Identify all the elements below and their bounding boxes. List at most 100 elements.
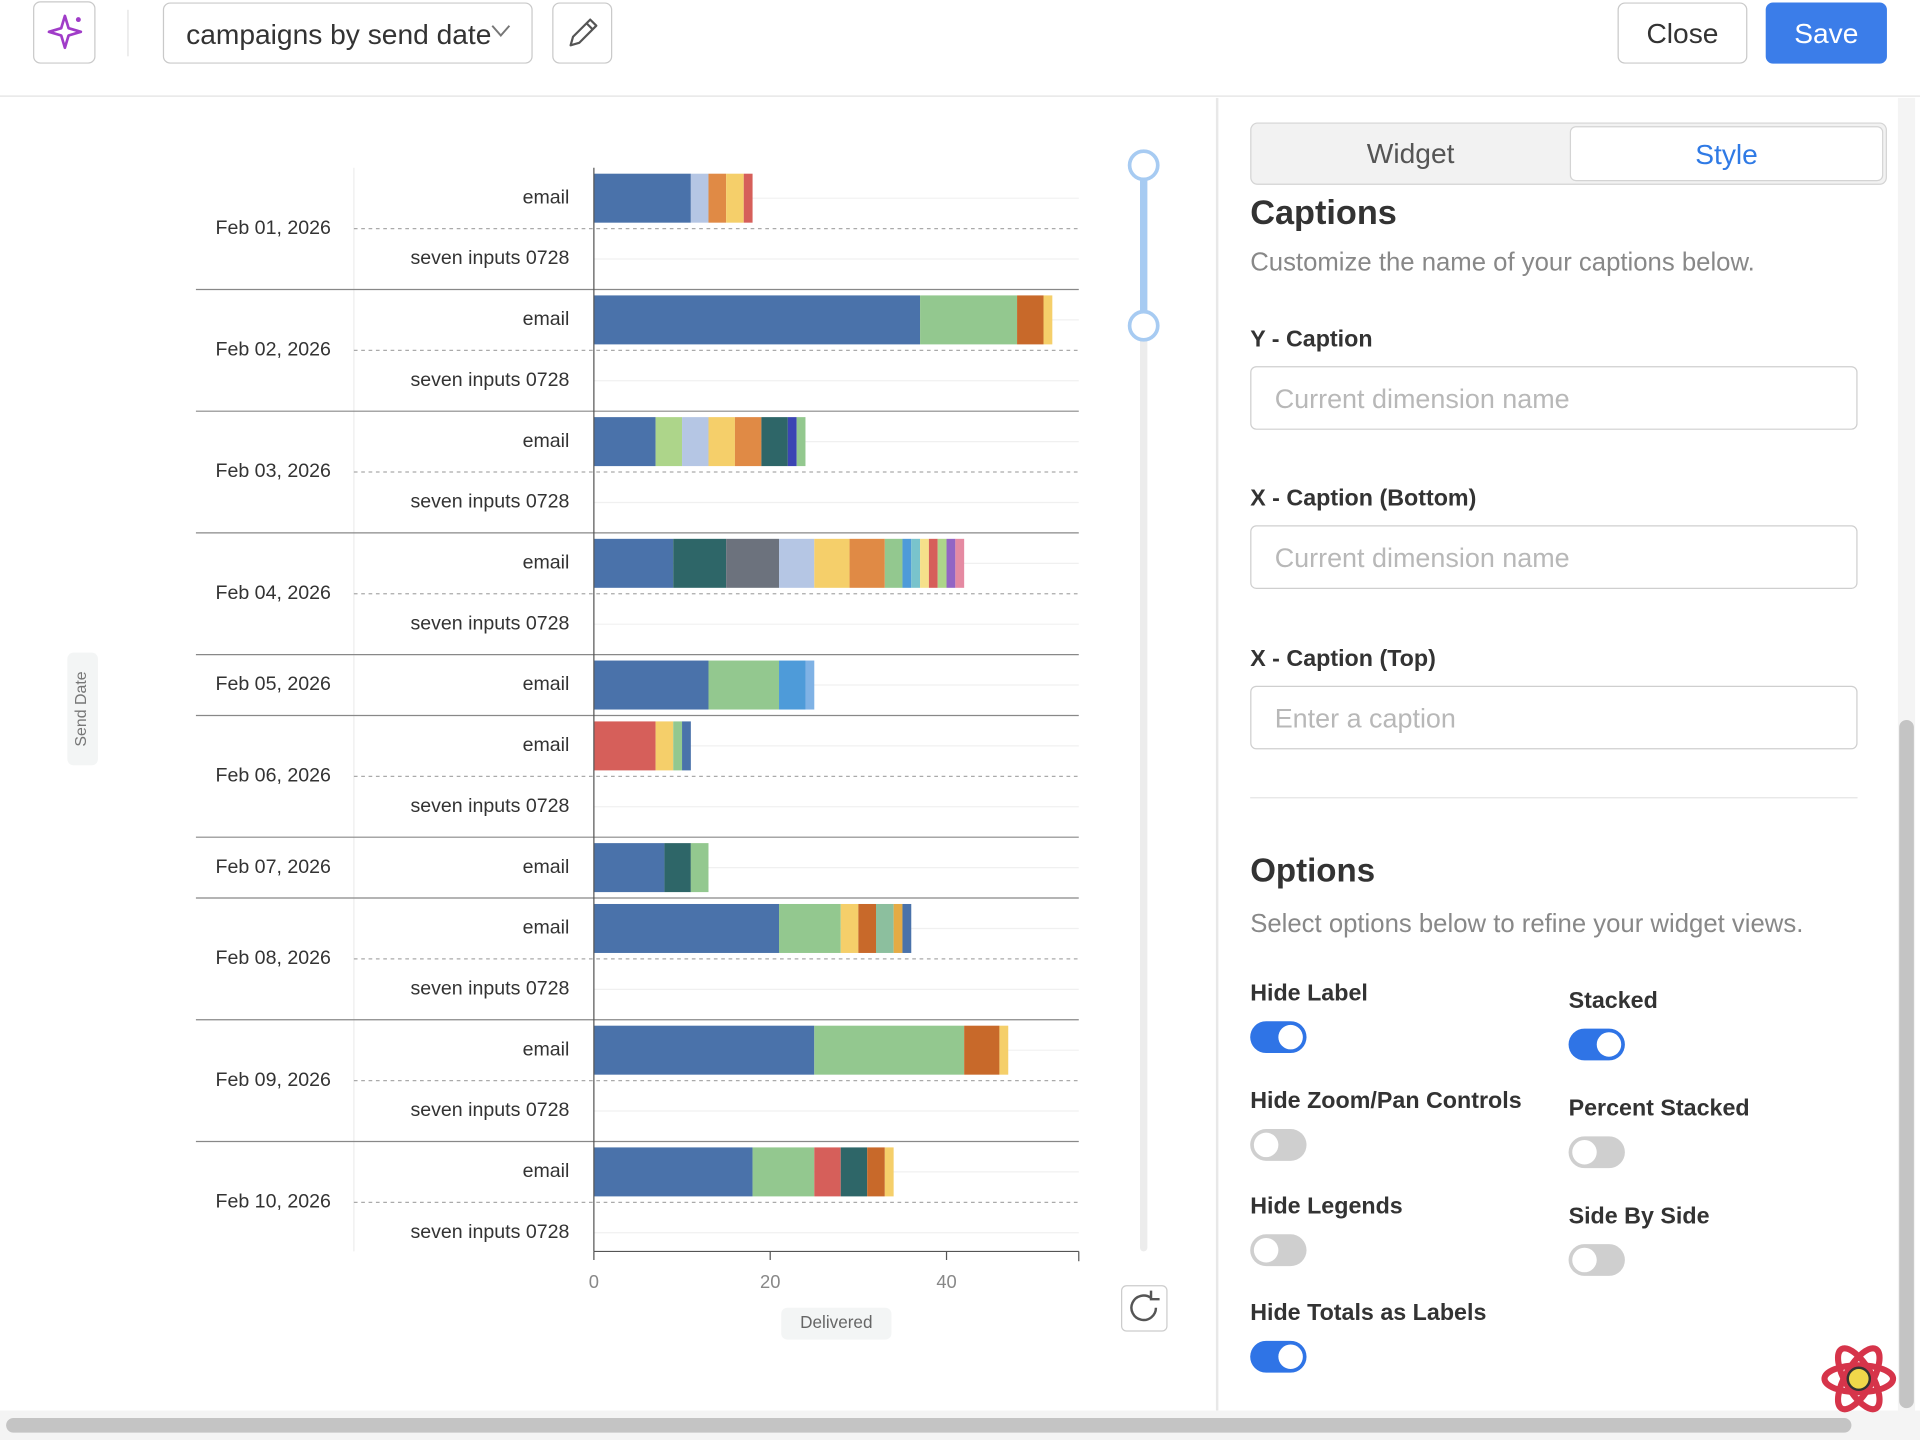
bar-segment <box>787 417 797 467</box>
bar-segment <box>779 660 806 710</box>
bar-segment <box>655 417 683 467</box>
group-label: Feb 07, 2026 <box>216 856 331 878</box>
toggle[interactable] <box>1250 1021 1307 1054</box>
bar-segment <box>840 1147 868 1197</box>
y-axis-label: Send Date <box>73 671 90 746</box>
bar-segment <box>593 903 780 953</box>
toggle[interactable] <box>1568 1244 1625 1276</box>
bar-segment <box>708 173 727 223</box>
row-label: seven inputs 0728 <box>410 247 569 269</box>
toggle-label: Stacked <box>1568 988 1658 1014</box>
row-label: email <box>523 1160 570 1182</box>
h-scrollbar <box>0 1410 1920 1440</box>
toggle-knob <box>1278 1344 1303 1369</box>
close-button[interactable]: Close <box>1617 2 1748 64</box>
group-label: Feb 02, 2026 <box>216 338 331 360</box>
field-label: X - Caption (Top) <box>1250 646 1436 673</box>
ai-button[interactable] <box>33 1 96 64</box>
sparkle-icon <box>47 14 83 50</box>
bar-segment <box>902 903 912 953</box>
bar-segment <box>708 417 735 467</box>
bar-segment <box>911 538 921 588</box>
bar-segment <box>884 538 903 588</box>
field-label: X - Caption (Bottom) <box>1250 486 1477 512</box>
bar-segment <box>884 1147 894 1197</box>
bar-segment <box>814 538 850 588</box>
zoom-handle[interactable] <box>1127 149 1160 182</box>
bar-segment <box>849 538 885 588</box>
group-label: Feb 06, 2026 <box>216 764 331 786</box>
group-label: Feb 08, 2026 <box>216 947 331 969</box>
group-label: Feb 05, 2026 <box>216 673 331 695</box>
bar-segment <box>593 1025 815 1075</box>
y-label-bg <box>67 652 98 766</box>
tab[interactable]: Style <box>1569 126 1884 182</box>
toggle[interactable] <box>1250 1340 1307 1373</box>
reset-zoom[interactable] <box>1121 1285 1168 1332</box>
row-label: email <box>523 186 570 208</box>
bar-segment <box>920 538 929 588</box>
bar-segment <box>593 721 656 771</box>
x-tick-label: 40 <box>936 1271 956 1292</box>
row-label: email <box>523 917 570 939</box>
pencil-icon <box>569 18 598 47</box>
separator <box>127 9 129 57</box>
bar-segment <box>920 295 1018 345</box>
divider <box>1215 97 1219 1411</box>
toggle-knob <box>1572 1247 1597 1273</box>
x-tick-label: 20 <box>760 1271 780 1292</box>
bar-segment <box>946 538 956 588</box>
bar-segment <box>796 417 806 467</box>
style-panel: Captions Customize the name of your capti… <box>1218 186 1898 1410</box>
row-label: seven inputs 0728 <box>410 1221 569 1243</box>
bar-segment <box>673 721 683 771</box>
caption-input[interactable]: Current dimension name <box>1250 525 1858 589</box>
group-label: Feb 10, 2026 <box>216 1190 331 1212</box>
bar-segment <box>814 1025 965 1075</box>
caption-input[interactable]: Enter a caption <box>1250 685 1858 750</box>
row-label: email <box>523 308 570 330</box>
bar-segment <box>1043 295 1053 345</box>
bar-segment <box>708 660 780 710</box>
section-title: Options <box>1250 852 1376 889</box>
caption-input[interactable]: Current dimension name <box>1250 366 1858 430</box>
zoom-handle[interactable] <box>1127 309 1160 342</box>
zoom-track <box>1140 165 1148 1252</box>
zoom-range <box>1140 165 1148 326</box>
bar-segment <box>814 1147 841 1197</box>
bar-segment <box>955 538 965 588</box>
toggle[interactable] <box>1568 1136 1625 1169</box>
row-label: email <box>523 430 570 452</box>
dashboard-title: campaigns by send date <box>186 18 492 51</box>
bar-segment <box>664 843 691 893</box>
row-label: email <box>523 551 570 573</box>
tab[interactable]: Widget <box>1366 137 1455 169</box>
v-scroll-thumb[interactable] <box>1899 720 1914 1409</box>
toggle-knob <box>1253 1132 1279 1158</box>
toggle[interactable] <box>1250 1128 1307 1161</box>
toggle[interactable] <box>1568 1028 1625 1061</box>
bar-segment <box>743 173 753 223</box>
edit-button[interactable] <box>552 2 613 64</box>
bar-segment <box>1017 295 1044 345</box>
bar-segment <box>690 843 709 893</box>
toolbar <box>0 0 1920 97</box>
toggle-label: Hide Label <box>1250 980 1368 1007</box>
dashboard-select[interactable]: campaigns by send date <box>162 2 533 64</box>
v-scrollbar <box>1897 97 1916 1411</box>
x-tick-label: 0 <box>589 1271 599 1292</box>
save-button[interactable]: Save <box>1765 2 1887 64</box>
bar-segment <box>928 538 938 588</box>
row-label: seven inputs 0728 <box>410 612 569 634</box>
toggle[interactable] <box>1250 1234 1307 1267</box>
h-scroll-thumb[interactable] <box>6 1417 1852 1433</box>
bar-segment <box>876 903 894 953</box>
tab-bar: Widget Style <box>1250 122 1887 185</box>
devtools-icon <box>1821 1345 1897 1413</box>
group-label: Feb 04, 2026 <box>216 582 331 604</box>
bar-segment <box>593 843 665 893</box>
row-label: email <box>523 673 570 695</box>
bar-segment <box>893 903 903 953</box>
bar-segment <box>593 173 691 223</box>
group-label: Feb 09, 2026 <box>216 1069 331 1091</box>
